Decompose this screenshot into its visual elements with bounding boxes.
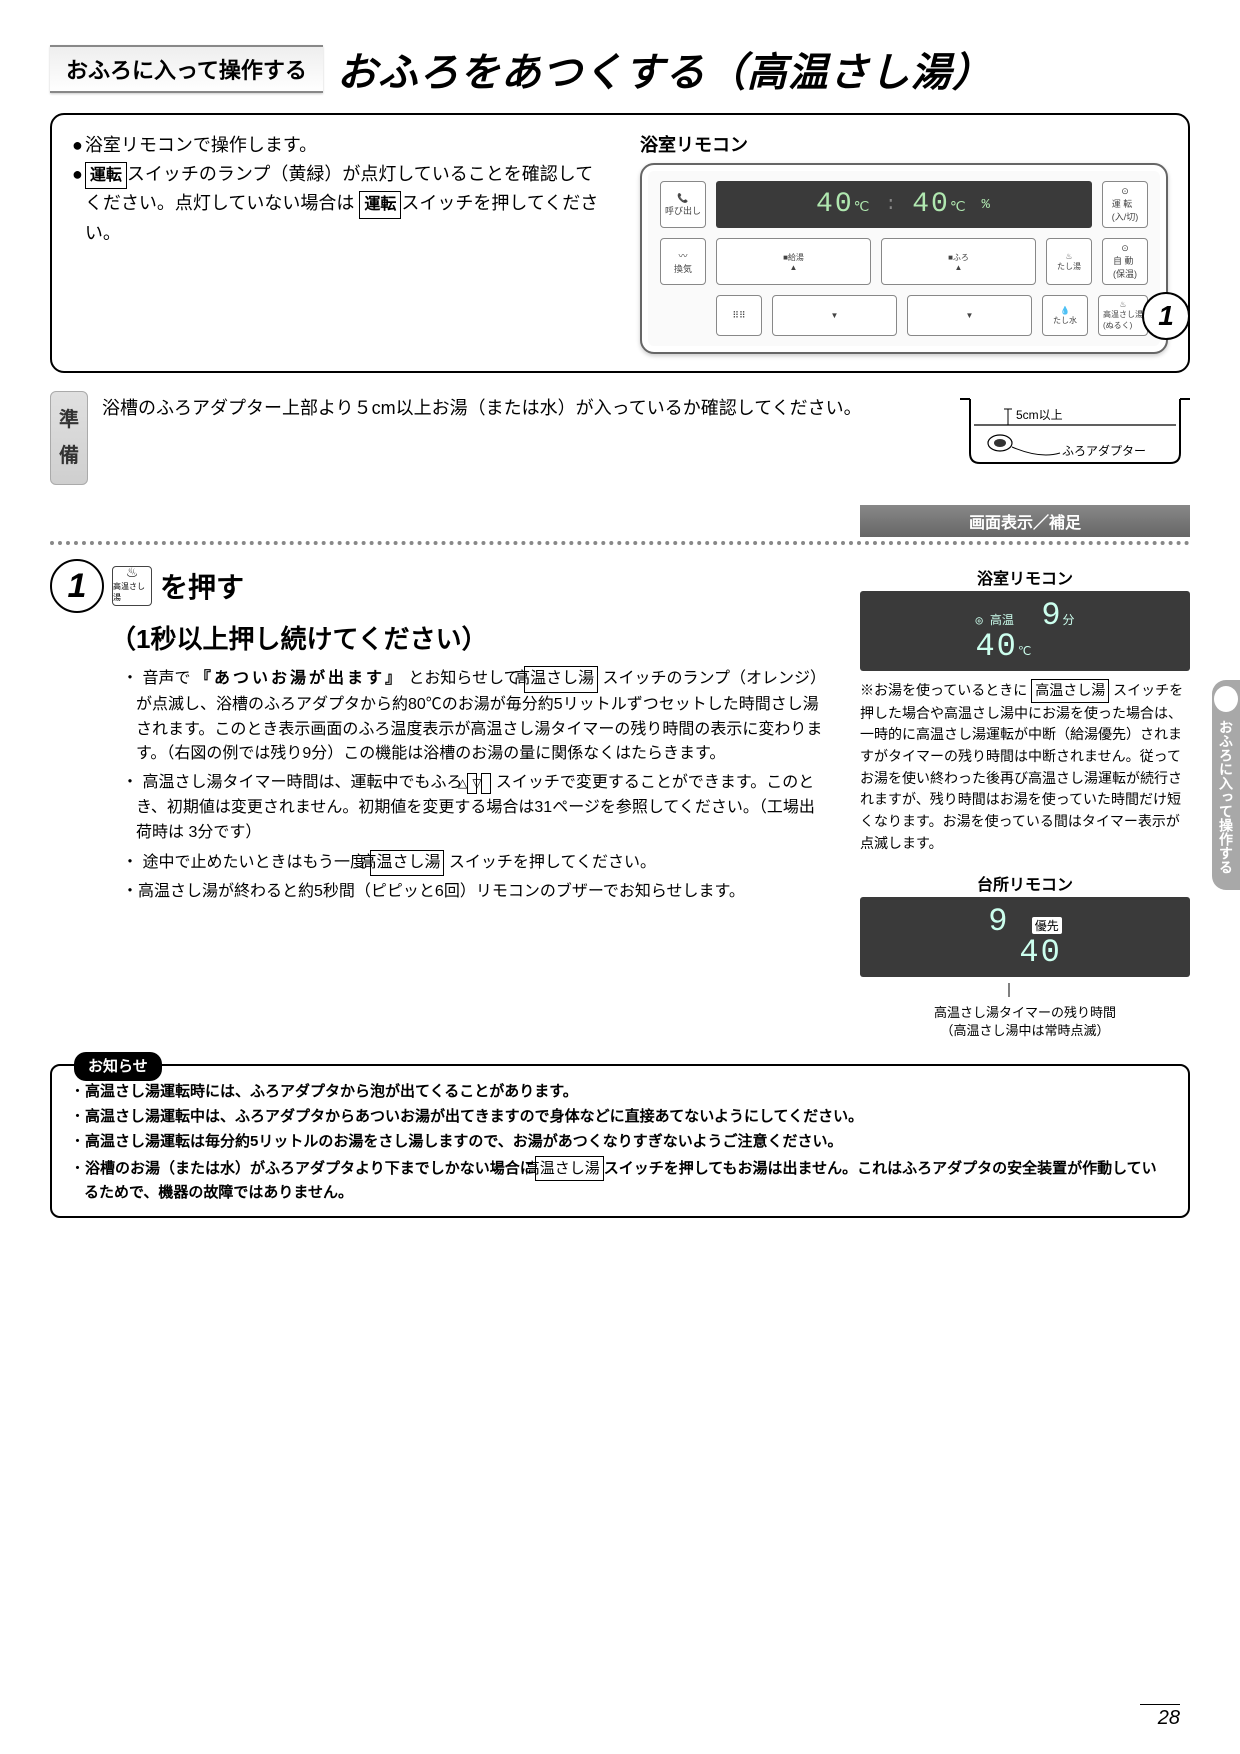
notice-box: お知らせ 高温さし湯運転時には、ふろアダプタから泡が出てくることがあります。 高… bbox=[50, 1064, 1190, 1218]
step-subtitle: （1秒以上押し続けてください） bbox=[110, 619, 830, 656]
unten-label: 運 転 (入/切) bbox=[1112, 197, 1139, 223]
notice-4-pre: 浴槽のお湯（または水）がふろアダプタより下までしかない場合に bbox=[85, 1160, 535, 1177]
unten-button[interactable]: ⊙運 転 (入/切) bbox=[1102, 181, 1148, 228]
b1-lead: 音声で bbox=[142, 670, 190, 687]
intro-text: ●浴室リモコンで操作します。 ● 運転スイッチのランプ（黄緑）が点灯していること… bbox=[72, 131, 600, 355]
right-note: ※お湯を使っているときに 高温さし湯 スイッチを押した場合や高温さし湯中にお湯を… bbox=[860, 679, 1190, 855]
tashiyu-button[interactable]: ♨たし湯 bbox=[1046, 238, 1092, 285]
tri-down-icon: ▽ bbox=[481, 773, 491, 794]
dotted-divider bbox=[50, 541, 1190, 545]
lcd-temp2: 40 bbox=[912, 189, 950, 220]
step-heading: 1 ♨高温さし湯 を押す bbox=[50, 559, 830, 613]
kyutou-down-button[interactable]: ▼ bbox=[772, 295, 897, 336]
b3-pre: 途中で止めたいときはもう一度 bbox=[142, 854, 366, 871]
rc2-label: 台所リモコン bbox=[860, 871, 1190, 895]
notice-tab: お知らせ bbox=[74, 1052, 162, 1081]
prep-tab: 準 備 bbox=[50, 391, 88, 485]
page-header: おふろに入って操作する おふろをあつくする（高温さし湯） bbox=[50, 40, 1190, 98]
notice-1: 高温さし湯運転時には、ふろアダプタから泡が出てくることがあります。 bbox=[85, 1083, 578, 1100]
tashimizu-button[interactable]: 💧たし水 bbox=[1042, 295, 1088, 336]
rc1-left-unit: ℃ bbox=[1018, 645, 1031, 659]
rc1-right: 9 bbox=[1041, 597, 1062, 634]
intro-line1: 浴室リモコンで操作します。 bbox=[85, 131, 317, 160]
kanki-label: 換気 bbox=[674, 262, 692, 275]
mascot-icon: ☺ bbox=[1214, 686, 1238, 712]
note-post: スイッチを押した場合や高温さし湯中にお湯を使った場合は、一時的に高温さし湯運転が… bbox=[860, 682, 1183, 851]
call-label: 呼び出し bbox=[665, 204, 701, 217]
furo-down-button[interactable]: ▼ bbox=[907, 295, 1032, 336]
hi-sashiyu-button[interactable]: ♨高温さし湯 (ぬるく) bbox=[1098, 295, 1148, 336]
remote-lcd: 40℃ : 40℃ % bbox=[716, 181, 1092, 228]
step-indicator-badge: 1 bbox=[1142, 292, 1190, 340]
rc2-left: 9 bbox=[988, 903, 1009, 940]
section-subheader: おふろに入って操作する bbox=[50, 45, 323, 93]
rc2-lcd: 9 優先 40 bbox=[860, 897, 1190, 977]
b3-post: スイッチを押してください。 bbox=[449, 854, 656, 871]
kyutou-up-button[interactable]: ■給湯▲ bbox=[716, 238, 871, 285]
notice-3: 高温さし湯運転は毎分約5リットルのお湯をさし湯しますので、お湯があつくなりすぎな… bbox=[85, 1133, 842, 1150]
rc1-left-label: ◎ 高温 bbox=[975, 611, 1013, 628]
kanki-button[interactable]: 〰換気 bbox=[660, 238, 706, 285]
rc2-caption: 高温さし湯タイマーの残り時間 （高温さし湯中は常時点滅） bbox=[860, 1004, 1190, 1040]
notice-4-box: 高温さし湯 bbox=[535, 1156, 604, 1181]
note-pre: ※お湯を使っているときに bbox=[860, 682, 1027, 698]
unten-button-label: 運転 bbox=[85, 162, 127, 190]
auto-label: 自 動 (保温) bbox=[1113, 254, 1137, 280]
bathroom-remote: 📞呼び出し 40℃ : 40℃ % ⊙運 転 (入/切) 〰換気 ■給湯▲ ■ふ… bbox=[640, 163, 1168, 354]
side-tab-label: おふろに入って操作する bbox=[1218, 720, 1234, 874]
b4: 高温さし湯が終わると約5秒間（ピピッと6回）リモコンのブザーでお知らせします。 bbox=[122, 880, 830, 905]
rc1-left: 40 bbox=[975, 628, 1017, 665]
dot-button[interactable]: ⠿⠿ bbox=[716, 295, 762, 336]
tashiyu-label: たし湯 bbox=[1057, 261, 1081, 272]
step-title: を押す bbox=[160, 566, 244, 606]
sashiyu-icon: ♨高温さし湯 bbox=[112, 566, 152, 606]
tashimizu-label: たし水 bbox=[1053, 315, 1077, 326]
lcd-unit1: ℃ bbox=[854, 200, 872, 216]
prep-text: 浴槽のふろアダプター上部より５cm以上お湯（または水）が入っているか確認してくだ… bbox=[102, 391, 946, 422]
furo-up-button[interactable]: ■ふろ▲ bbox=[881, 238, 1036, 285]
lcd-temp1: 40 bbox=[816, 189, 854, 220]
rc1-label: 浴室リモコン bbox=[860, 565, 1190, 589]
note-box: 高温さし湯 bbox=[1031, 679, 1109, 703]
preparation-row: 準 備 浴槽のふろアダプター上部より５cm以上お湯（または水）が入っているか確認… bbox=[50, 391, 1190, 485]
rc2-right: 40 bbox=[1019, 934, 1061, 971]
pointer-line bbox=[860, 983, 1190, 1000]
rc2-tag: 優先 bbox=[1032, 917, 1062, 934]
step-number: 1 bbox=[50, 559, 104, 613]
b1-box: 高温さし湯 bbox=[524, 666, 598, 693]
b1-post: とお知らせして bbox=[408, 670, 519, 687]
bathtub-diagram: 5cm以上 ふろアダプター bbox=[960, 391, 1190, 476]
notice-2: 高温さし湯運転中は、ふろアダプタからあついお湯が出てきますので身体などに直接あて… bbox=[85, 1108, 863, 1125]
hi-label: 高温さし湯 (ぬるく) bbox=[1103, 309, 1143, 331]
adapter-label: ふろアダプター bbox=[1062, 443, 1146, 458]
rc1-right-unit: 分 bbox=[1063, 614, 1075, 628]
dim-label: 5cm以上 bbox=[1016, 408, 1063, 422]
call-button[interactable]: 📞呼び出し bbox=[660, 181, 706, 228]
b2-pre: 高温さし湯タイマー時間は、運転中でもふろ bbox=[142, 774, 462, 791]
screen-banner: 画面表示／補足 bbox=[860, 505, 1190, 537]
lcd-unit2: ℃ bbox=[950, 200, 968, 216]
auto-button[interactable]: ⊙自 動 (保温) bbox=[1102, 238, 1148, 285]
page-number: 28 bbox=[1140, 1704, 1180, 1730]
b1-quote: 『あついお湯が出ます』 bbox=[195, 670, 404, 687]
b3-box: 高温さし湯 bbox=[370, 850, 444, 877]
intro-frame: ●浴室リモコンで操作します。 ● 運転スイッチのランプ（黄緑）が点灯していること… bbox=[50, 113, 1190, 373]
remote-label: 浴室リモコン bbox=[640, 131, 1168, 157]
rc1-lcd: ◎ 高温 40℃ 9分 bbox=[860, 591, 1190, 671]
furo-label: ■ふろ bbox=[948, 252, 969, 263]
step-bullets: 音声で 『あついお湯が出ます』 とお知らせして 高温さし湯 スイッチのランプ（オ… bbox=[122, 666, 830, 905]
unten-button-label-2: 運転 bbox=[359, 191, 401, 219]
page-title: おふろをあつくする（高温さし湯） bbox=[337, 40, 993, 98]
kyutou-label: ■給湯 bbox=[783, 252, 804, 263]
side-tab: ☺ おふろに入って操作する bbox=[1212, 680, 1240, 890]
sashiyu-icon-label: 高温さし湯 bbox=[113, 581, 151, 603]
